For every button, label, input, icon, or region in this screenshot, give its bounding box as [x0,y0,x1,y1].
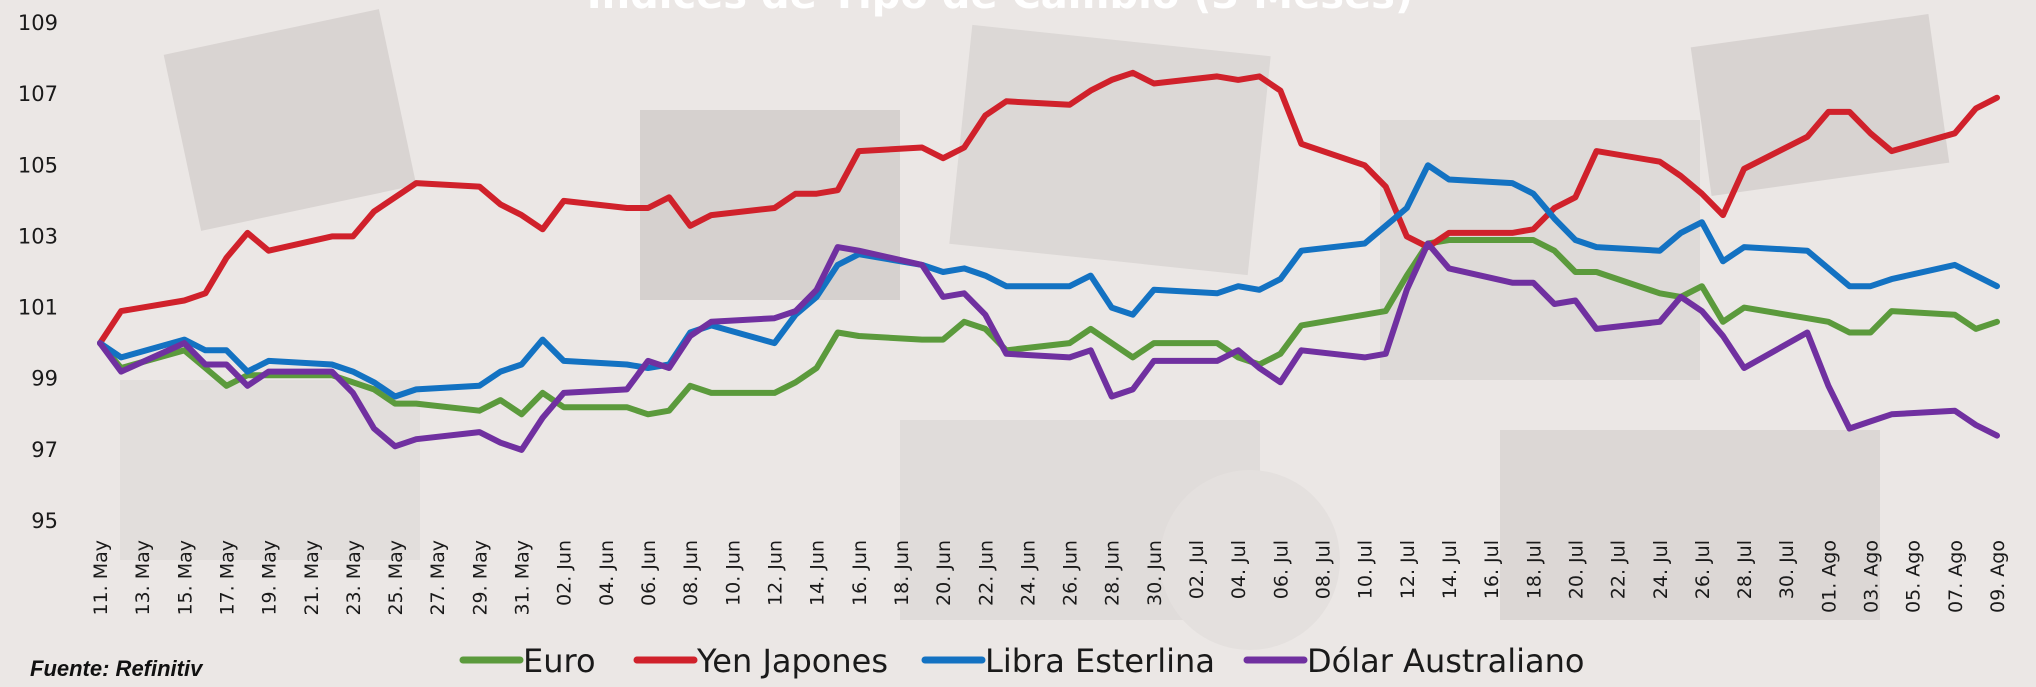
x-tick-label: 18. Jun [891,540,913,606]
legend-label: Yen Japones [696,642,888,680]
series-line-libra-esterlina [97,162,2000,400]
x-tick-label: 22. Jun [975,540,997,606]
x-tick-label: 21. May [301,540,323,616]
x-tick-label: 14. Jun [807,540,829,606]
x-tick-label: 09. Ago [1987,540,2009,613]
x-tick-label: 16. Jul [1481,540,1503,599]
x-tick-label: 02. Jul [1186,540,1208,599]
x-tick-label: 01. Ago [1818,540,1840,613]
x-tick-label: 03. Ago [1861,540,1883,613]
x-tick-label: 07. Ago [1945,540,1967,613]
x-tick-label: 26. Jun [1060,540,1082,606]
x-tick-label: 06. Jul [1270,540,1292,599]
y-tick-label: 99 [31,367,58,391]
chart-title: Índices de Tipo de Cambio (3 Meses) [587,0,1413,18]
x-tick-label: 10. Jul [1355,540,1377,599]
x-axis: 11. May 13. May 15. May 17. May 19. May 21. M… [90,540,2009,616]
legend-label: Euro [523,642,596,680]
x-tick-label: 22. Jul [1608,540,1630,599]
x-tick-label: 04. Jul [1228,540,1250,599]
x-tick-label: 17. May [216,540,238,616]
y-tick-label: 107 [18,82,58,106]
x-tick-label: 26. Jul [1692,540,1714,599]
x-tick-label: 13. May [132,540,154,616]
series-line-dólar-australiano [97,240,2000,453]
x-tick-label: 10. Jun [722,540,744,606]
y-tick-label: 101 [18,296,58,320]
legend: Euro Yen Japones Libra Esterlina Dólar Aust… [459,642,1584,680]
x-tick-label: 08. Jun [680,540,702,606]
x-tick-label: 05. Ago [1903,540,1925,613]
y-tick-label: 95 [31,509,58,533]
legend-label: Dólar Australiano [1307,642,1584,680]
x-tick-label: 11. May [90,540,112,616]
x-tick-label: 12. Jun [764,540,786,606]
x-tick-label: 28. Jun [1102,540,1124,606]
x-tick-label: 12. Jul [1397,540,1419,599]
x-tick-label: 18. Jul [1523,540,1545,599]
x-tick-label: 15. May [174,540,196,616]
x-tick-label: 19. May [259,540,281,616]
series-line-euro [97,237,2000,418]
x-tick-label: 08. Jul [1313,540,1335,599]
x-tick-label: 16. Jun [849,540,871,606]
legend-label: Libra Esterlina [985,642,1215,680]
y-tick-label: 105 [18,153,58,177]
x-tick-label: 24. Jul [1650,540,1672,599]
y-axis: 95 97 99 101 103 105 107 109 [18,11,58,533]
y-tick-label: 109 [18,11,58,35]
x-tick-label: 25. May [385,540,407,616]
x-tick-label: 28. Jul [1734,540,1756,599]
x-tick-label: 20. Jun [933,540,955,606]
source-note: Fuente: Refinitiv [30,656,203,681]
x-tick-label: 27. May [427,540,449,616]
x-tick-label: 04. Jun [596,540,618,606]
x-tick-label: 29. May [469,540,491,616]
x-tick-label: 31. May [512,540,534,616]
x-tick-label: 20. Jul [1565,540,1587,599]
x-tick-label: 06. Jun [638,540,660,606]
x-tick-label: 30. Jun [1144,540,1166,606]
x-tick-label: 02. Jun [554,540,576,606]
x-tick-label: 30. Jul [1776,540,1798,599]
x-tick-label: 14. Jul [1439,540,1461,599]
y-tick-label: 97 [31,438,58,462]
y-tick-label: 103 [18,224,58,248]
x-tick-label: 23. May [343,540,365,616]
series-line-yen-japones [97,69,2000,347]
x-tick-label: 24. Jun [1017,540,1039,606]
series-lines [97,69,2000,453]
